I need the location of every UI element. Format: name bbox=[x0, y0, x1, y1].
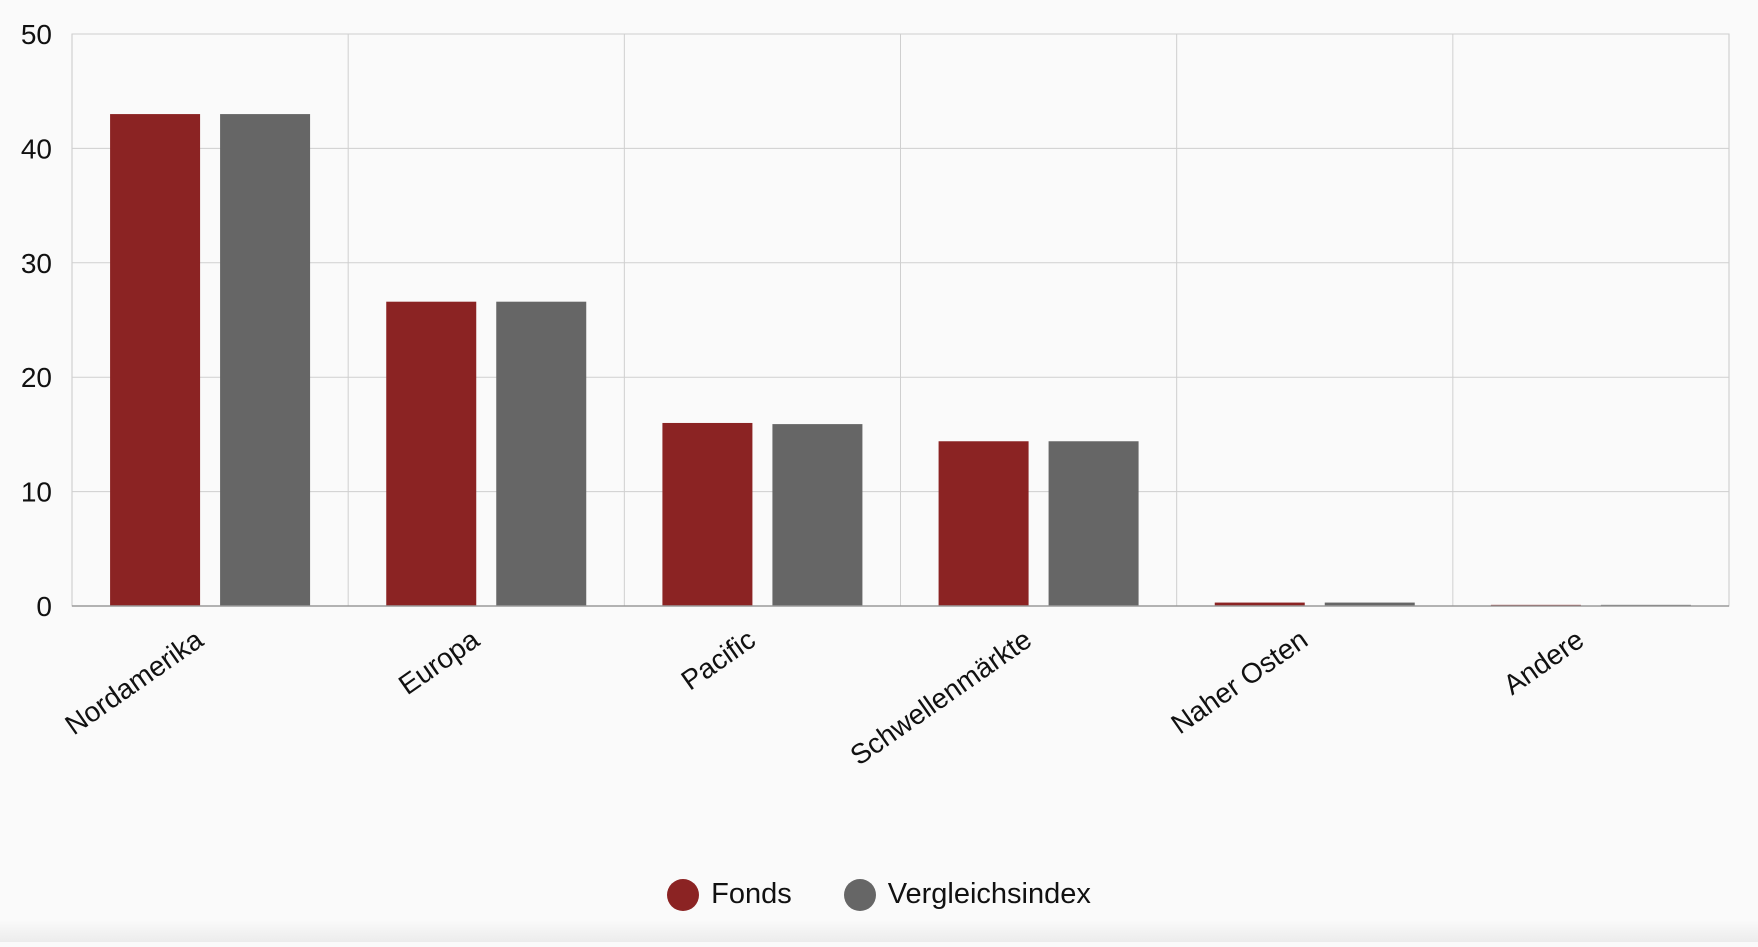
legend: Fonds Vergleichsindex bbox=[0, 878, 1758, 911]
bar-fonds-0 bbox=[110, 114, 201, 606]
x-tick-label-3: Schwellenmärkte bbox=[845, 624, 1037, 772]
bar-vergleichsindex-0 bbox=[220, 114, 311, 606]
legend-item-vergleichsindex[interactable]: Vergleichsindex bbox=[843, 878, 1091, 911]
x-tick-label-1: Europa bbox=[393, 623, 485, 700]
bar-vergleichsindex-4 bbox=[1324, 602, 1415, 606]
legend-item-fonds[interactable]: Fonds bbox=[667, 878, 792, 911]
bar-fonds-2 bbox=[662, 422, 753, 606]
y-tick-label-40: 40 bbox=[21, 133, 52, 164]
bar-fonds-1 bbox=[386, 301, 477, 606]
y-tick-label-0: 0 bbox=[36, 591, 52, 622]
y-tick-label-20: 20 bbox=[21, 362, 52, 393]
bottom-shade bbox=[0, 920, 1758, 942]
legend-marker-fonds bbox=[667, 878, 700, 911]
bar-vergleichsindex-2 bbox=[772, 424, 863, 606]
bar-vergleichsindex-3 bbox=[1048, 441, 1139, 606]
y-tick-label-30: 30 bbox=[21, 248, 52, 279]
bar-fonds-3 bbox=[938, 441, 1029, 606]
bar-fonds-4 bbox=[1214, 602, 1305, 606]
legend-label-vergleichsindex: Vergleichsindex bbox=[887, 878, 1091, 910]
x-tick-label-2: Pacific bbox=[676, 624, 761, 697]
legend-label-fonds: Fonds bbox=[711, 878, 792, 910]
bar-vergleichsindex-1 bbox=[496, 301, 587, 606]
y-tick-label-50: 50 bbox=[21, 19, 52, 50]
x-tick-label-5: Andere bbox=[1498, 624, 1590, 701]
x-tick-label-4: Naher Osten bbox=[1165, 624, 1313, 740]
x-tick-label-0: Nordamerika bbox=[59, 623, 208, 741]
y-tick-label-10: 10 bbox=[21, 477, 52, 508]
legend-marker-vergleichsindex bbox=[843, 878, 876, 911]
